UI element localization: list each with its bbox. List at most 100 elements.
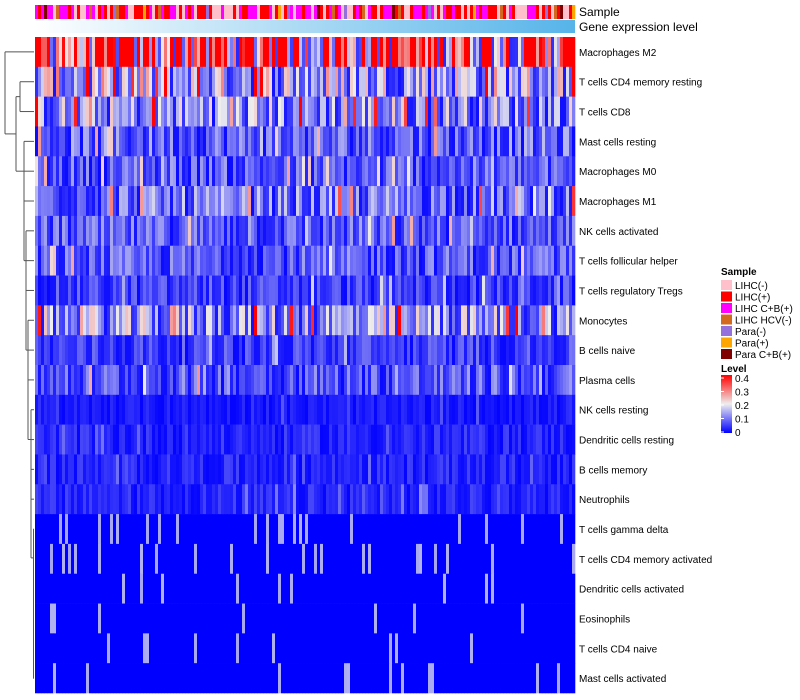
heatmap-cell: [416, 603, 420, 634]
heatmap-cell: [560, 573, 564, 604]
heatmap-cell: [368, 365, 372, 396]
heatmap-cell: [35, 603, 39, 634]
heatmap-cell: [167, 275, 171, 306]
heatmap-cell: [260, 275, 264, 306]
heatmap-cell: [539, 663, 543, 694]
heatmap-cell: [464, 215, 468, 247]
heatmap-cell: [113, 215, 117, 247]
sample-annotation-cell: [137, 5, 141, 19]
heatmap-cell: [416, 245, 420, 276]
heatmap-cell: [500, 514, 504, 545]
heatmap-cell: [542, 245, 546, 276]
heatmap-cell: [548, 365, 552, 396]
heatmap-cell: [302, 335, 306, 366]
heatmap-cell: [191, 305, 195, 336]
heatmap-cell: [350, 663, 354, 694]
heatmap-cell: [227, 365, 231, 396]
heatmap-cell: [446, 186, 450, 217]
heatmap-cell: [77, 96, 81, 127]
row-label: Dendritic cells resting: [579, 436, 674, 447]
heatmap-cell: [236, 663, 240, 694]
heatmap-cell: [497, 663, 501, 694]
heatmap-cell: [260, 96, 264, 127]
heatmap-cell: [185, 186, 189, 217]
heatmap-cell: [134, 305, 138, 336]
heatmap-cell: [551, 663, 555, 694]
heatmap-cell: [452, 156, 456, 187]
heatmap-cell: [182, 96, 186, 127]
heatmap-cell: [326, 156, 330, 187]
heatmap-cell: [131, 543, 135, 575]
heatmap-cell: [488, 335, 492, 366]
heatmap-cell: [362, 126, 366, 157]
heatmap-cell: [47, 454, 51, 485]
heatmap-cell: [404, 37, 408, 68]
heatmap-cell: [440, 543, 444, 575]
heatmap-cell: [221, 573, 225, 604]
heatmap-cell: [425, 96, 429, 127]
heatmap-cell: [218, 215, 222, 247]
heatmap-cell: [248, 484, 252, 515]
heatmap-cell: [284, 215, 288, 247]
heatmap-cell: [176, 186, 180, 217]
heatmap-cell: [110, 424, 114, 455]
heatmap-cell: [41, 424, 45, 455]
heatmap-cell: [404, 96, 408, 127]
heatmap-cell: [182, 335, 186, 366]
heatmap-cell: [365, 305, 369, 336]
heatmap-cell: [95, 633, 99, 664]
heatmap-cell: [272, 156, 276, 187]
heatmap-cell: [131, 424, 135, 455]
heatmap-cell: [230, 514, 234, 545]
heatmap-cell: [440, 335, 444, 366]
level-tick-label: 0.3: [735, 388, 749, 399]
heatmap-cell: [437, 186, 441, 217]
heatmap-cell: [566, 66, 570, 97]
heatmap-cell: [53, 573, 57, 604]
heatmap-cell: [53, 126, 57, 157]
heatmap-cell: [227, 245, 231, 276]
heatmap-cell: [62, 126, 66, 157]
heatmap-cell: [320, 424, 324, 455]
heatmap-cell: [239, 424, 243, 455]
heatmap-cell: [260, 424, 264, 455]
heatmap-cell: [44, 37, 48, 68]
heatmap-cell: [572, 66, 576, 97]
heatmap-cell: [485, 275, 489, 306]
heatmap-cell: [332, 484, 336, 515]
heatmap-cell: [125, 245, 129, 276]
heatmap-cell: [566, 543, 570, 575]
heatmap-cell: [323, 335, 327, 366]
heatmap-cell: [467, 603, 471, 634]
heatmap-cell: [506, 514, 510, 545]
heatmap-cell: [110, 215, 114, 247]
heatmap-cell: [143, 305, 147, 336]
heatmap-cell: [503, 484, 507, 515]
heatmap-cell: [563, 156, 567, 187]
heatmap-cell: [560, 96, 564, 127]
heatmap-cell: [305, 37, 309, 68]
heatmap-cell: [203, 126, 207, 157]
heatmap-cell: [38, 156, 42, 187]
heatmap-cell: [182, 37, 186, 68]
heatmap-cell: [458, 156, 462, 187]
heatmap-cell: [218, 37, 222, 68]
heatmap-cell: [422, 37, 426, 68]
heatmap-cell: [296, 663, 300, 694]
heatmap-cell: [284, 633, 288, 664]
heatmap-cell: [392, 484, 396, 515]
heatmap-cell: [479, 37, 483, 68]
heatmap-cell: [53, 335, 57, 366]
heatmap-cell: [389, 365, 393, 396]
heatmap-cell: [482, 156, 486, 187]
heatmap-cell: [197, 275, 201, 306]
heatmap-cell: [518, 603, 522, 634]
heatmap-cell: [53, 245, 57, 276]
heatmap-cell: [89, 335, 93, 366]
heatmap-cell: [194, 305, 198, 336]
heatmap-cell: [398, 275, 402, 306]
heatmap-cell: [548, 275, 552, 306]
heatmap-cell: [248, 305, 252, 336]
heatmap-cell: [536, 126, 540, 157]
heatmap-cell: [374, 454, 378, 485]
